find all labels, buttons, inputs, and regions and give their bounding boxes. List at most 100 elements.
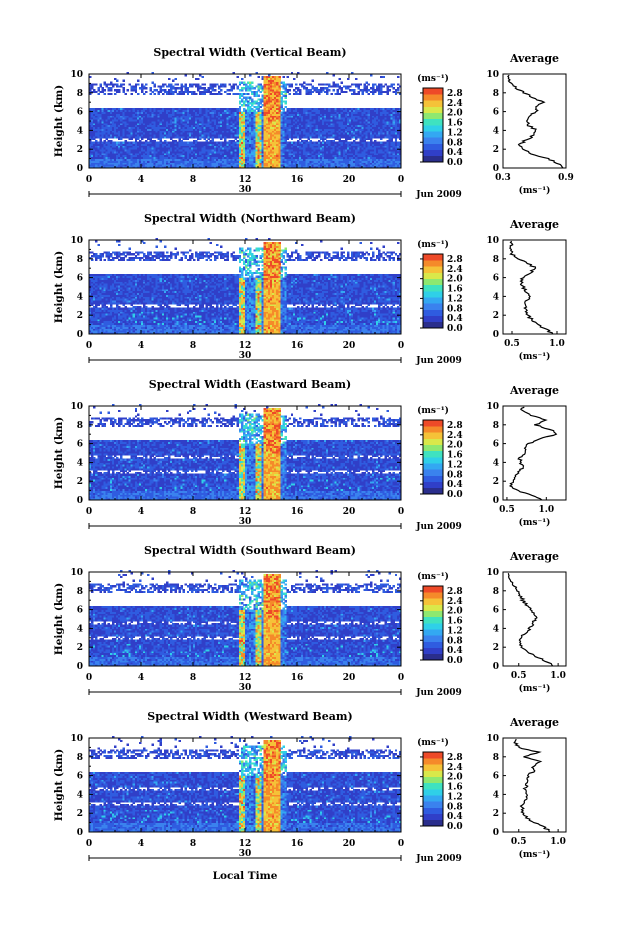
heatmap-cell (242, 160, 246, 163)
heatmap-cell (278, 130, 281, 133)
heatmap-cell (211, 164, 215, 167)
heatmap-cell (103, 119, 107, 122)
heatmap-cell (126, 117, 129, 120)
heatmap-cell (172, 132, 175, 135)
heatmap-cell (172, 158, 175, 161)
heatmap-cell (97, 113, 100, 116)
heatmap-cell (168, 113, 171, 116)
heatmap-cell (120, 162, 123, 165)
heatmap-cell (195, 134, 198, 137)
heatmap-cell (107, 107, 111, 111)
heatmap-cell (141, 137, 144, 141)
heatmap-cell (247, 109, 250, 112)
heatmap-cell (149, 152, 152, 156)
heatmap-cell (226, 136, 229, 139)
heatmap-cell (247, 122, 250, 126)
heatmap-cell (284, 160, 287, 163)
heatmap-cell (290, 124, 294, 128)
heatmap-cell (276, 160, 279, 163)
heatmap-cell (170, 92, 173, 96)
heatmap-cell (91, 111, 94, 114)
heatmap-cell (141, 122, 144, 126)
heatmap-cell (278, 156, 281, 159)
heatmap-cell (172, 160, 175, 163)
heatmap-cell (159, 117, 163, 120)
heatmap-cell (138, 162, 142, 165)
heatmap-cell (253, 151, 256, 154)
heatmap-cell (103, 160, 107, 163)
heatmap-cell (205, 164, 208, 167)
heatmap-cell (255, 156, 258, 159)
heatmap-cell (207, 119, 211, 122)
heatmap-cell (132, 136, 136, 139)
heatmap-cell (180, 83, 183, 86)
heatmap-cell (197, 117, 200, 120)
heatmap-cell (220, 149, 223, 152)
heatmap-cell (234, 151, 238, 154)
heatmap-cell (278, 111, 281, 114)
heatmap-cell (213, 151, 217, 154)
heatmap-cell (263, 158, 267, 161)
heatmap-cell (113, 141, 117, 144)
heatmap-cell (130, 158, 134, 161)
heatmap-cell (130, 162, 134, 165)
heatmap-cell (128, 152, 131, 156)
heatmap-cell (257, 156, 260, 159)
heatmap-cell (118, 151, 121, 154)
heatmap-cell (263, 77, 267, 81)
heatmap-cell (207, 152, 211, 156)
heatmap-cell (116, 122, 119, 126)
heatmap-cell (155, 109, 159, 112)
heatmap-cell (105, 122, 109, 126)
heatmap-cell (238, 128, 242, 131)
heatmap-cell (163, 126, 167, 129)
heatmap-cell (292, 141, 296, 144)
heatmap-cell (136, 121, 140, 124)
heatmap-cell (95, 119, 98, 122)
heatmap-cell (91, 156, 94, 159)
heatmap-cell (159, 136, 163, 139)
heatmap-cell (265, 143, 269, 146)
heatmap-cell (95, 162, 98, 165)
heatmap-cell (269, 121, 273, 124)
heatmap-cell (276, 149, 279, 152)
heatmap-cell (193, 162, 196, 165)
heatmap-cell (247, 134, 250, 137)
heatmap-cell (153, 164, 156, 167)
heatmap-cell (103, 130, 107, 133)
heatmap-cell (157, 152, 161, 156)
heatmap-cell (122, 162, 125, 165)
heatmap-cell (263, 81, 267, 84)
heatmap-cell (132, 87, 136, 90)
heatmap-cell (116, 164, 119, 167)
heatmap-cell (245, 119, 248, 122)
heatmap-cell (180, 151, 183, 154)
heatmap-cell (238, 100, 242, 103)
heatmap-cell (274, 124, 277, 128)
heatmap-cell (232, 160, 235, 163)
heatmap-cell (176, 149, 179, 152)
heatmap-cell (161, 122, 165, 126)
heatmap-cell (151, 119, 154, 122)
heatmap-cell (113, 109, 117, 112)
heatmap-cell (234, 121, 238, 124)
heatmap-cell (230, 128, 233, 131)
heatmap-cell (111, 119, 115, 122)
heatmap-cell (203, 113, 206, 116)
heatmap-cell (213, 136, 217, 139)
heatmap-cell (143, 158, 146, 161)
heatmap-cell (138, 145, 142, 148)
heatmap-cell (168, 90, 171, 94)
heatmap-cell (141, 154, 144, 158)
heatmap-cell (209, 158, 213, 161)
heatmap-cell (280, 152, 283, 156)
heatmap-cell (240, 122, 244, 126)
heatmap-cell (265, 77, 269, 81)
heatmap-cell (249, 102, 252, 105)
heatmap-cell (161, 124, 165, 128)
heatmap-cell (226, 147, 229, 150)
heatmap-cell (209, 83, 213, 86)
heatmap-cell (238, 117, 242, 120)
heatmap-cell (284, 121, 287, 124)
heatmap-cell (240, 164, 244, 167)
